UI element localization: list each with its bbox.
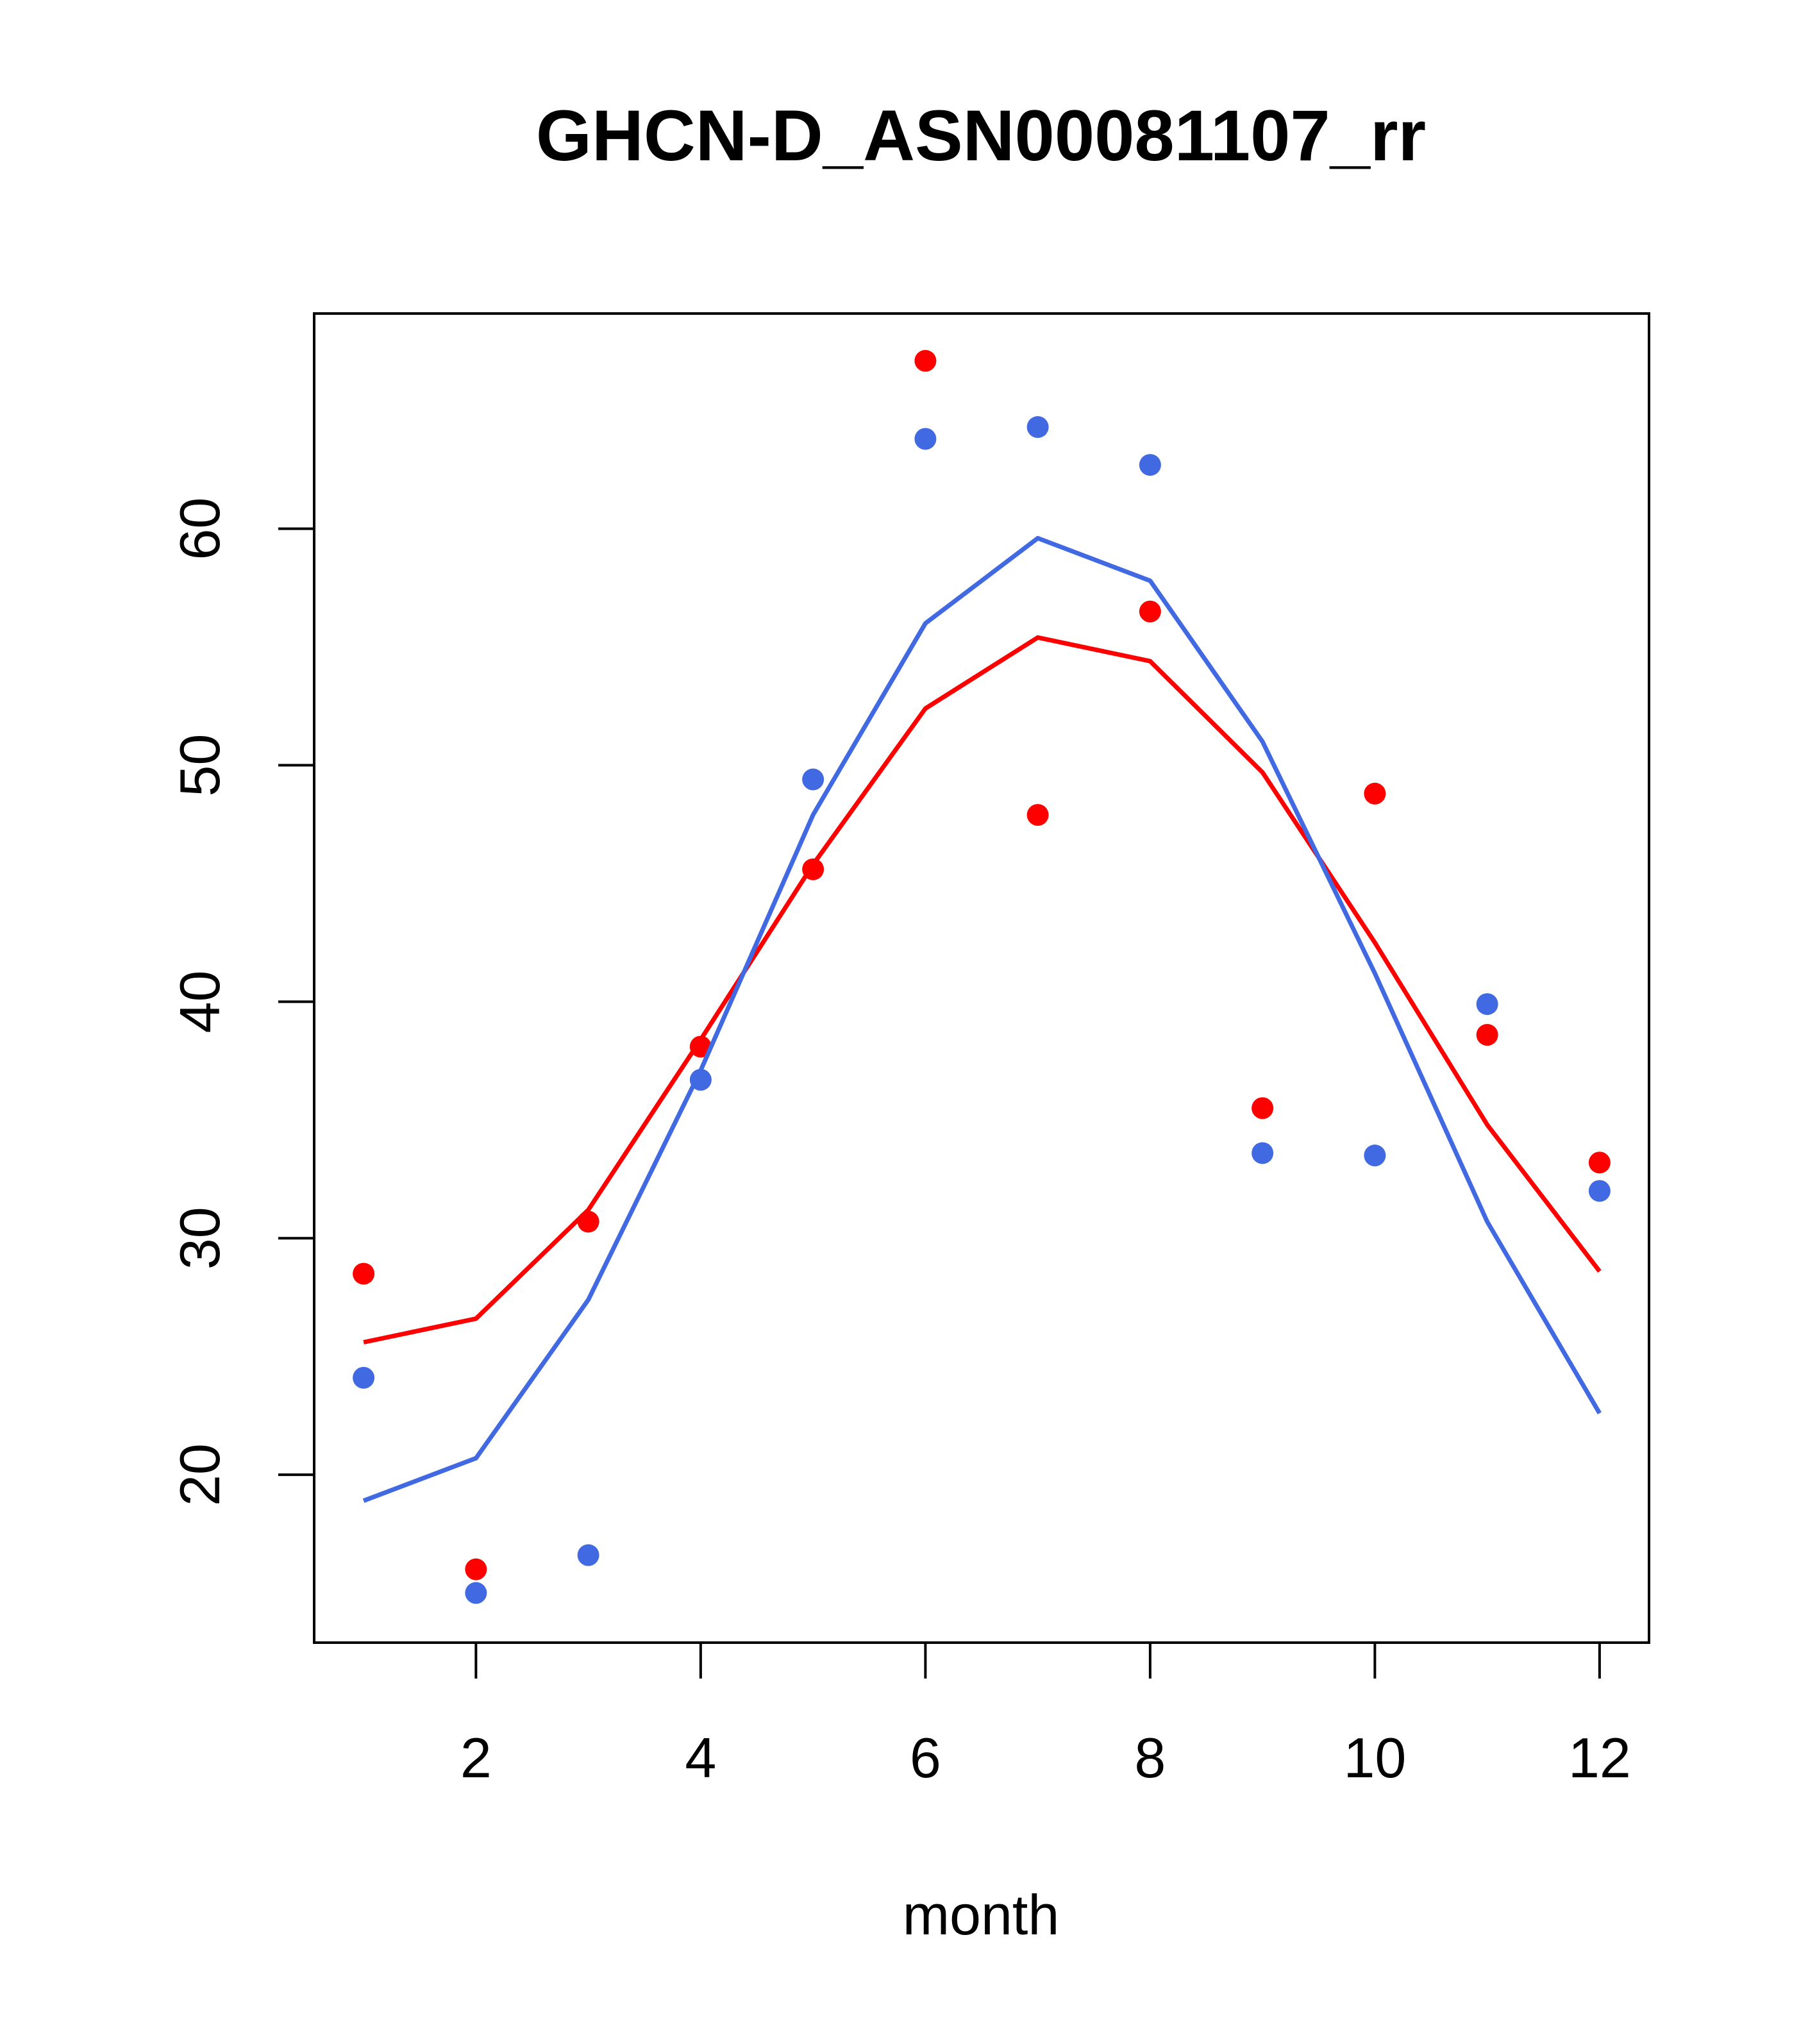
series-1 [353,349,1611,1580]
data-point [577,1544,599,1566]
data-point [1588,1152,1611,1174]
y-tick-label: 60 [168,498,231,560]
data-point [1139,600,1161,623]
data-point [465,1558,487,1580]
data-point [1364,1144,1386,1167]
data-point [1588,1180,1611,1202]
y-axis: 20 30 40 50 60 [168,498,315,1506]
x-tick-label: 10 [1343,1726,1406,1789]
data-point [689,1069,712,1091]
x-axis-title: month [903,1883,1060,1947]
data-point [1026,803,1049,826]
y-tick-label: 50 [168,734,231,797]
data-point [465,1582,487,1604]
x-tick-label: 8 [1134,1726,1166,1789]
data-point [1252,1097,1274,1119]
data-point [1364,782,1386,805]
y-tick-label: 40 [168,970,231,1033]
series-line [363,635,1602,1345]
y-tick-label: 30 [168,1207,231,1269]
data-point [353,1262,375,1285]
data-point [1026,416,1049,439]
data-point [1139,454,1161,476]
data-point [353,1366,375,1389]
x-axis: 2 4 6 8 10 12 [460,1641,1631,1789]
data-point [914,428,937,450]
data-point [689,1035,712,1058]
data-point [914,349,937,372]
data-point [802,858,825,880]
series-2 [353,416,1611,1604]
data-point [1252,1142,1274,1164]
series-layer [353,349,1611,1604]
x-tick-label: 6 [910,1726,941,1789]
x-tick-label: 4 [685,1726,716,1789]
x-tick-label: 2 [460,1726,492,1789]
series-line [362,535,1602,1503]
y-tick-label: 20 [168,1443,231,1506]
plot-frame [313,312,1650,1644]
data-point [802,768,825,791]
chart-title: GHCN-D_ASN00081107_rr [536,96,1426,176]
data-point [1476,993,1498,1016]
data-point [1476,1024,1498,1046]
x-tick-label: 12 [1568,1726,1631,1789]
data-point [577,1210,599,1233]
